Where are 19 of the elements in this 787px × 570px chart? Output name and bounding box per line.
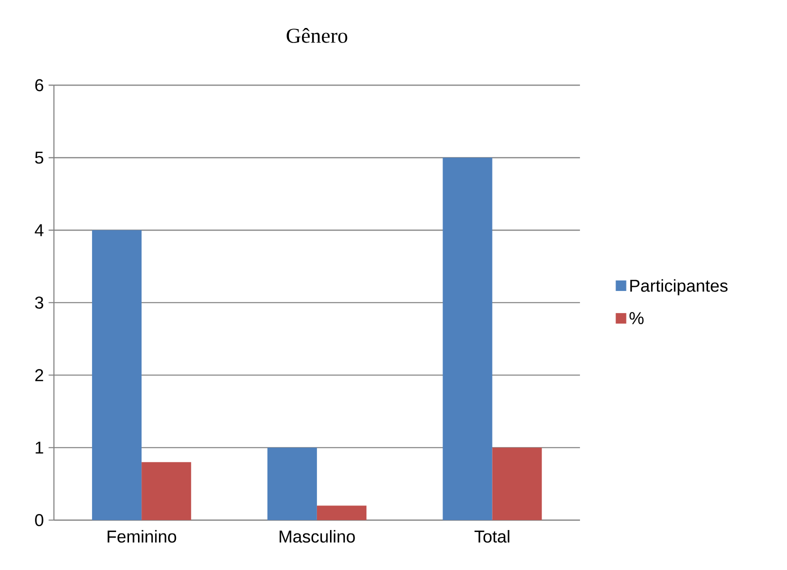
y-tick-label: 5: [35, 152, 44, 164]
bar: [142, 462, 192, 520]
chart-title: Gênero: [286, 28, 348, 44]
y-tick-label: 2: [35, 369, 44, 382]
y-tick-label: 1: [36, 442, 44, 454]
y-tick-label: 3: [35, 296, 44, 309]
y-tick-label: 4: [34, 224, 44, 236]
x-tick-label: Masculino: [280, 530, 355, 543]
bar: [492, 448, 542, 520]
bar: [316, 506, 366, 520]
x-tick-label: Total: [474, 530, 510, 543]
bar: [442, 158, 492, 520]
y-tick-label: 0: [35, 514, 44, 526]
legend-label: Participantes: [630, 279, 728, 296]
bar: [92, 230, 142, 520]
x-tick-label: Feminino: [108, 530, 176, 543]
y-tick-label: 6: [35, 79, 44, 92]
bar: [267, 448, 317, 520]
legend-label: %: [630, 312, 644, 324]
